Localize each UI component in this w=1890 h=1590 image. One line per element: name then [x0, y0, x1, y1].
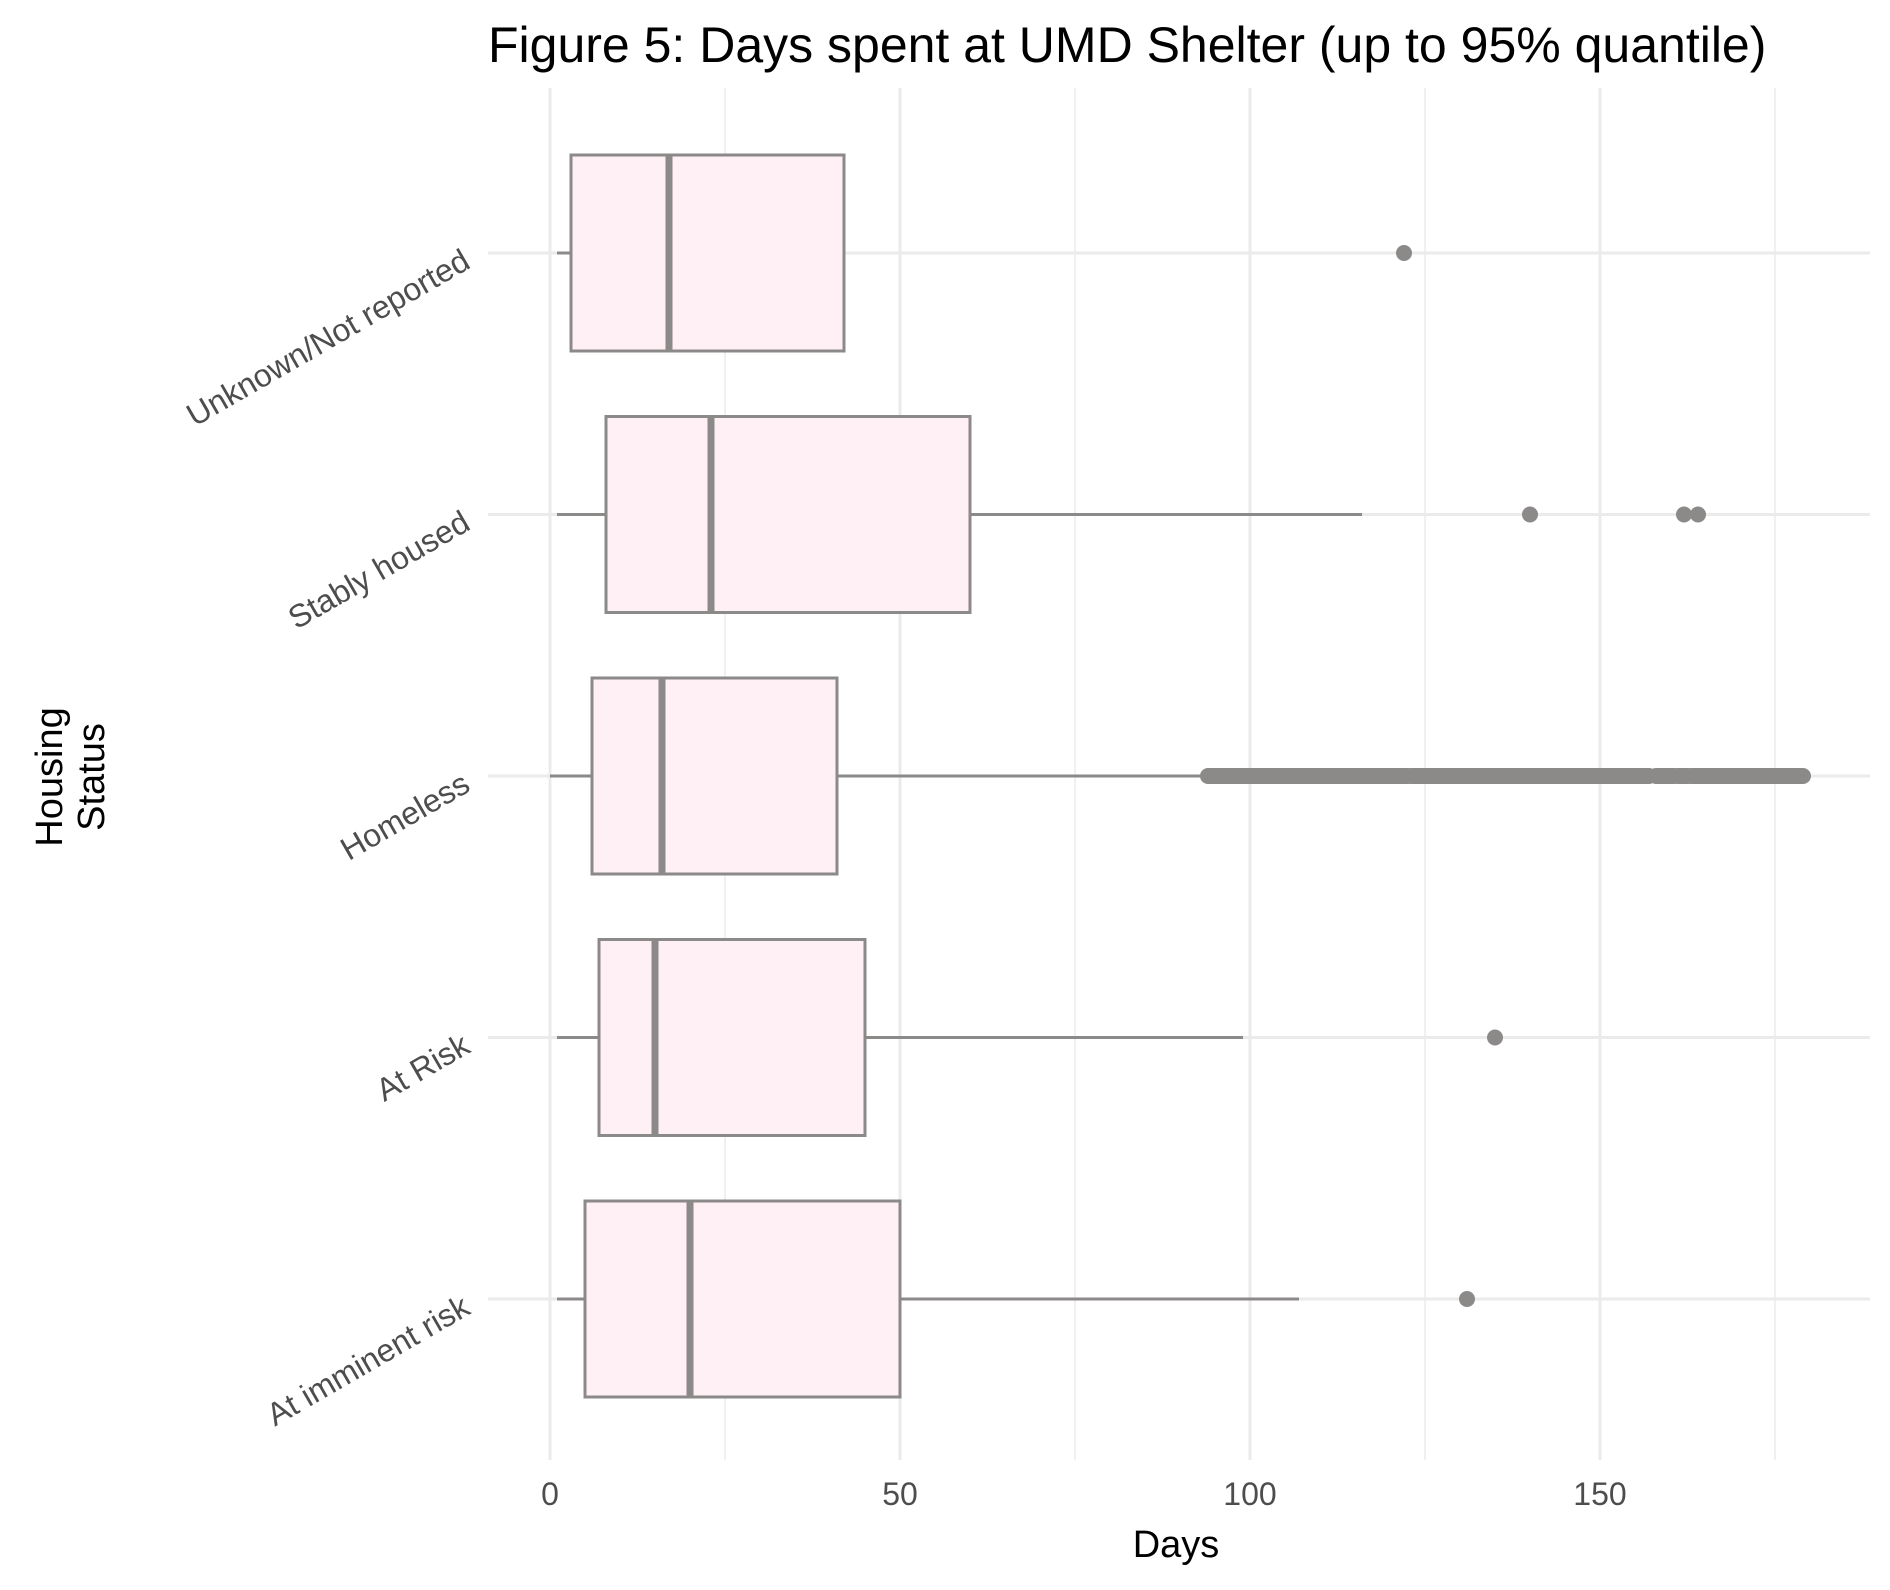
category-label: At imminent risk [260, 1287, 476, 1432]
box [604, 415, 972, 614]
outlier-point [1487, 1029, 1503, 1046]
box [569, 153, 846, 353]
category-label: Unknown/Not reported [180, 242, 475, 433]
box-group [557, 415, 1706, 614]
x-tick-labels: 0 50 100 150 [541, 1476, 1627, 1512]
y-axis-title: Housing Status [29, 707, 113, 846]
box-group [557, 1199, 1475, 1399]
box [583, 1199, 902, 1399]
box [597, 938, 867, 1137]
box-layer [550, 153, 1811, 1399]
category-label: Homeless [334, 765, 475, 867]
outlier-point [1459, 1291, 1475, 1307]
x-tick-label: 150 [1573, 1476, 1626, 1512]
box [590, 676, 839, 876]
chart-title: Figure 5: Days spent at UMD Shelter (up … [488, 17, 1766, 73]
outlier-point [1676, 506, 1692, 523]
outlier-point [1522, 506, 1538, 523]
category-label: Stably housed [282, 503, 476, 636]
x-tick-label: 50 [882, 1476, 918, 1512]
box-group [557, 938, 1503, 1137]
y-axis-title-line-1: Housing [29, 707, 71, 846]
category-labels: Unknown/Not reported Stably housed Homeles… [180, 242, 476, 1433]
category-label: At Risk [370, 1026, 477, 1108]
y-axis-title-line-2: Status [71, 723, 113, 831]
x-tick-label: 0 [541, 1476, 559, 1512]
box-group [550, 676, 1811, 876]
x-axis-title: Days [1133, 1524, 1220, 1566]
x-tick-label: 100 [1223, 1476, 1276, 1512]
outlier-point [1396, 245, 1412, 261]
outlier-point [1690, 506, 1706, 523]
box-group [557, 153, 1412, 353]
